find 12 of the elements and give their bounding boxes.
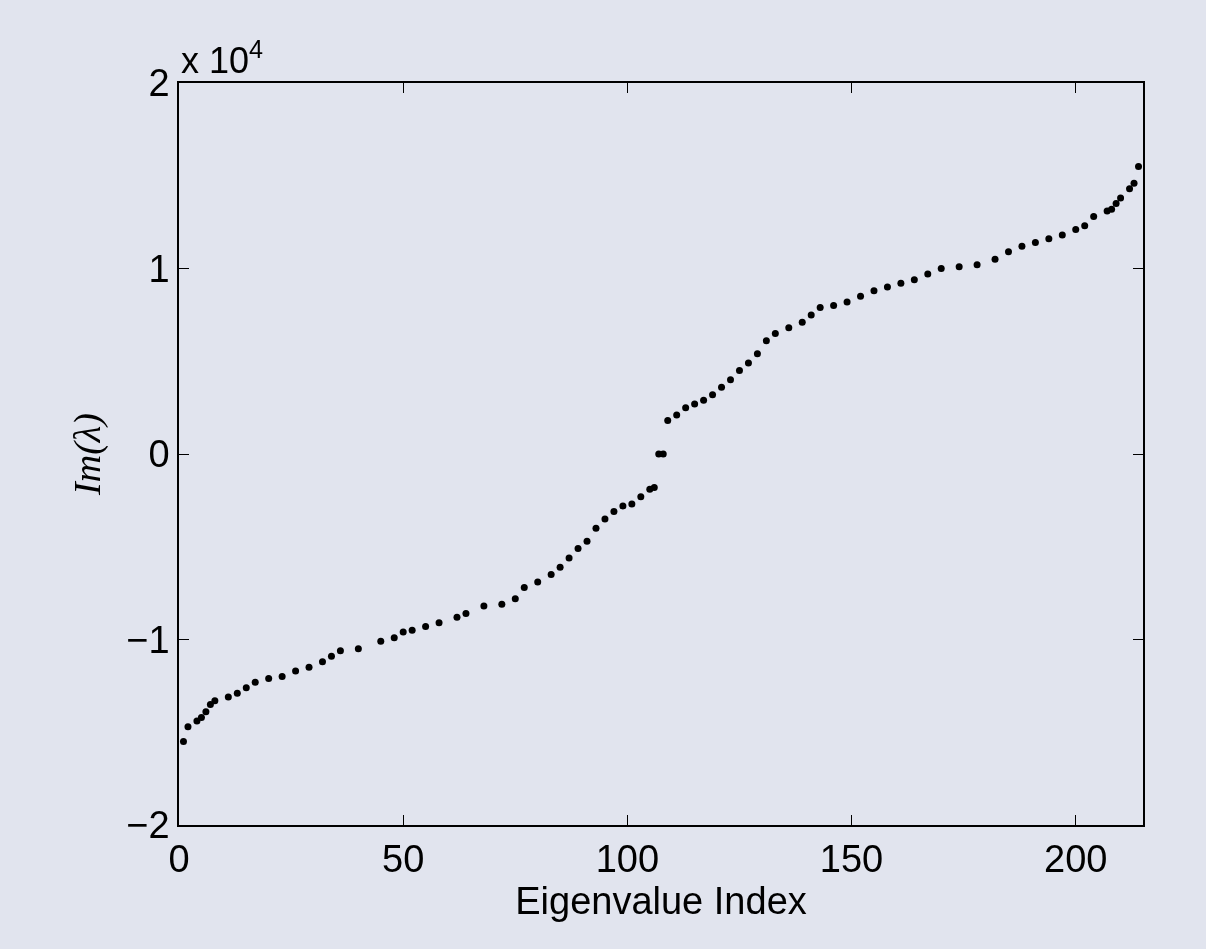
text: x 10$^{4}$ bbox=[181, 35, 264, 82]
x-tick-label: 200 bbox=[1044, 838, 1108, 881]
y-tick-label: 2 bbox=[148, 62, 170, 105]
y-tick-label: 0 bbox=[148, 433, 170, 476]
x-tick-label: 150 bbox=[819, 838, 884, 881]
x-axis-title: Eigenvalue Index bbox=[515, 880, 807, 923]
y-axis-title: Im(λ) bbox=[66, 413, 110, 496]
y-tick-label: −2 bbox=[126, 804, 170, 847]
x-tick-label: 100 bbox=[595, 838, 660, 881]
x-tick-label: 50 bbox=[382, 838, 425, 881]
y-tick-label: −1 bbox=[126, 618, 170, 661]
y-tick-label: 1 bbox=[148, 247, 170, 290]
